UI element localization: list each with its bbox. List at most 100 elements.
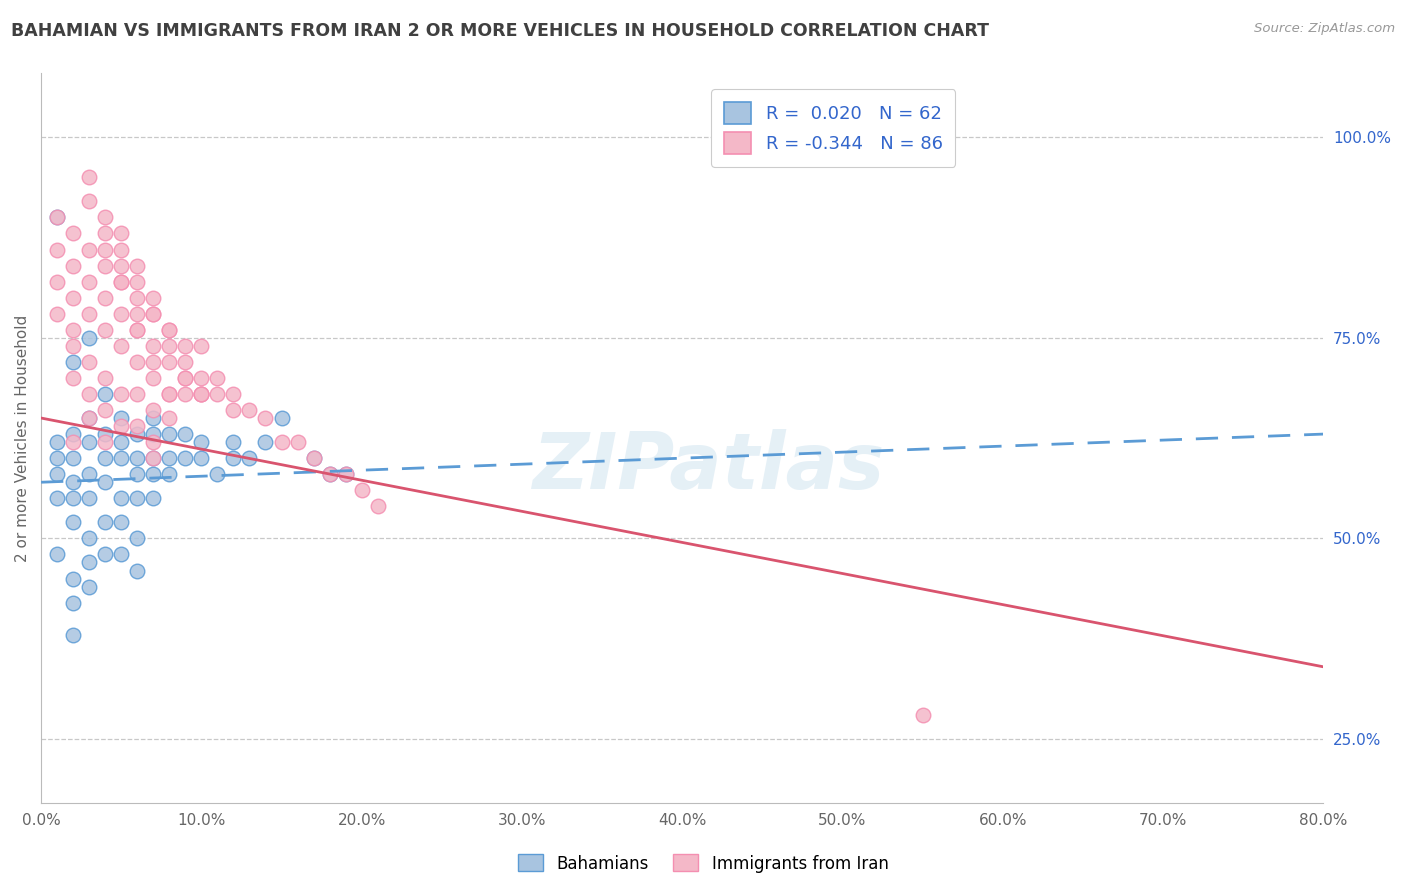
Point (127, 291, 149, 305)
Point (142, 307, 165, 321)
Point (127, 451, 149, 466)
Point (110, 227, 132, 241)
Point (94, 211, 117, 225)
Point (62, 339, 84, 353)
Point (142, 491, 165, 506)
Point (174, 339, 197, 353)
Point (238, 403, 260, 417)
Point (142, 339, 165, 353)
Point (110, 259, 132, 273)
Point (110, 516, 132, 530)
Point (110, 387, 132, 401)
Point (127, 564, 149, 578)
Point (142, 467, 165, 482)
Point (318, 467, 340, 482)
Point (110, 451, 132, 466)
Point (46, 211, 69, 225)
Text: ZIPatlas: ZIPatlas (531, 429, 884, 505)
Point (222, 451, 245, 466)
Point (94, 243, 117, 257)
Point (77, 243, 100, 257)
Point (94, 371, 117, 385)
Point (46, 275, 69, 289)
Point (127, 419, 149, 434)
Point (77, 580, 100, 594)
Point (62, 371, 84, 385)
Point (127, 259, 149, 273)
Point (222, 387, 245, 401)
Legend: Bahamians, Immigrants from Iran: Bahamians, Immigrants from Iran (510, 847, 896, 880)
Point (911, 708, 934, 723)
Point (46, 211, 69, 225)
Text: Source: ZipAtlas.com: Source: ZipAtlas.com (1254, 22, 1395, 36)
Point (190, 387, 212, 401)
Point (62, 355, 84, 369)
Point (46, 243, 69, 257)
Point (142, 403, 165, 417)
Point (157, 323, 180, 337)
Point (77, 331, 100, 345)
Point (157, 323, 180, 337)
Point (62, 427, 84, 442)
Point (110, 435, 132, 450)
Point (110, 275, 132, 289)
Point (94, 403, 117, 417)
Point (127, 532, 149, 546)
Point (46, 451, 69, 466)
Point (238, 451, 260, 466)
Point (207, 371, 229, 385)
Point (190, 339, 212, 353)
Point (110, 307, 132, 321)
Point (174, 451, 197, 466)
Point (174, 387, 197, 401)
Point (222, 403, 245, 417)
Point (335, 467, 357, 482)
Point (62, 451, 84, 466)
Point (94, 291, 117, 305)
Point (350, 483, 373, 498)
Point (77, 307, 100, 321)
Point (142, 451, 165, 466)
Point (62, 323, 84, 337)
Point (77, 435, 100, 450)
Point (127, 491, 149, 506)
Point (110, 411, 132, 425)
Point (62, 259, 84, 273)
Point (94, 227, 117, 241)
Point (77, 411, 100, 425)
Point (254, 435, 277, 450)
Point (127, 275, 149, 289)
Point (207, 387, 229, 401)
Point (46, 307, 69, 321)
Point (62, 291, 84, 305)
Point (77, 275, 100, 289)
Point (302, 451, 325, 466)
Point (62, 628, 84, 642)
Point (222, 435, 245, 450)
Point (157, 339, 180, 353)
Point (62, 435, 84, 450)
Point (94, 323, 117, 337)
Point (46, 435, 69, 450)
Point (127, 355, 149, 369)
Point (94, 259, 117, 273)
Point (94, 427, 117, 442)
Point (94, 475, 117, 490)
Point (142, 307, 165, 321)
Point (110, 339, 132, 353)
Point (62, 227, 84, 241)
Point (142, 427, 165, 442)
Point (302, 451, 325, 466)
Point (94, 516, 117, 530)
Point (127, 323, 149, 337)
Point (157, 467, 180, 482)
Point (110, 243, 132, 257)
Point (190, 435, 212, 450)
Point (142, 371, 165, 385)
Y-axis label: 2 or more Vehicles in Household: 2 or more Vehicles in Household (15, 315, 30, 562)
Point (110, 275, 132, 289)
Point (77, 467, 100, 482)
Point (157, 355, 180, 369)
Point (157, 387, 180, 401)
Point (157, 411, 180, 425)
